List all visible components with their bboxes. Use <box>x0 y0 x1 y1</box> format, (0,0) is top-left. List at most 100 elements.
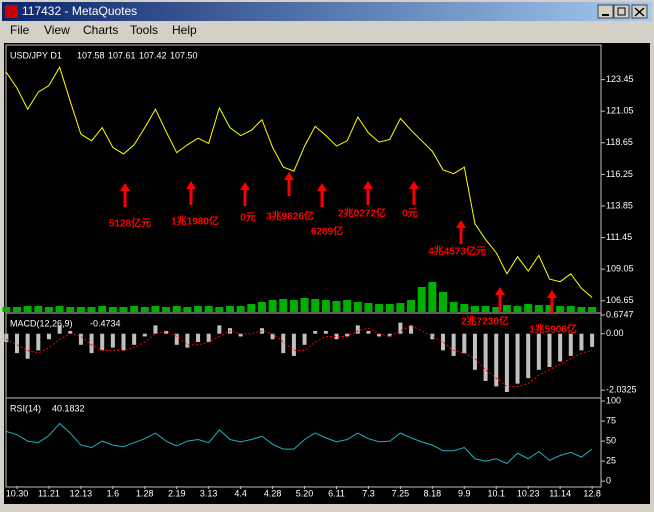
y-tick-label: 0 <box>606 476 611 486</box>
window-buttons[interactable] <box>597 4 648 19</box>
volume-bar <box>236 306 245 312</box>
ohlc-value: 107.58 <box>77 50 105 60</box>
menu-item[interactable]: Charts <box>83 23 118 37</box>
volume-bar <box>226 306 234 312</box>
menu-item[interactable]: File <box>10 23 30 37</box>
x-tick-label: 4.4 <box>234 488 247 498</box>
volume-bar <box>428 282 437 312</box>
histogram-bar <box>57 325 62 334</box>
histogram-bar <box>536 333 541 370</box>
histogram-bar <box>515 333 520 384</box>
x-tick-label: 8.18 <box>424 488 442 498</box>
annotation-label: 6289亿 <box>311 225 343 238</box>
histogram-bar <box>78 333 83 345</box>
ohlc-value: 107.42 <box>139 50 167 60</box>
volume-bar <box>449 302 458 312</box>
volume-bar <box>364 303 373 312</box>
histogram-bar <box>313 330 318 334</box>
rsi-value: 40.1832 <box>52 403 85 413</box>
volume-bar <box>247 304 256 312</box>
annotation-arrowhead <box>363 181 373 189</box>
histogram-bar <box>355 325 360 334</box>
panel-title: RSI(14) <box>10 403 41 413</box>
y-tick-label: 50 <box>606 435 616 445</box>
volume-bar <box>108 307 117 312</box>
menu-item[interactable]: Help <box>172 23 197 37</box>
volume-bar <box>162 307 171 312</box>
volume-bar <box>396 303 405 312</box>
histogram-bar <box>430 333 435 340</box>
annotation-label: 2兆7230亿 <box>461 315 509 328</box>
x-tick-label: 11.14 <box>549 488 571 498</box>
annotation-arrowhead <box>284 172 294 180</box>
histogram-bar <box>568 333 573 356</box>
histogram-bar <box>302 333 307 345</box>
histogram-bar <box>281 333 286 354</box>
x-tick-label: 7.25 <box>392 488 410 498</box>
volume-bar <box>502 305 511 312</box>
plot-frame <box>5 44 602 488</box>
volume-bar <box>311 299 320 312</box>
histogram-bar <box>323 330 328 334</box>
volume-bar <box>257 302 266 312</box>
histogram-bar <box>494 333 499 387</box>
volume-bar <box>385 304 394 312</box>
histogram-bar <box>89 333 94 354</box>
annotation-label: 3兆9826亿 <box>266 210 314 223</box>
histogram-bar <box>547 333 552 368</box>
volume-bar <box>524 304 533 312</box>
menu-item[interactable]: View <box>44 23 70 37</box>
volume-bar <box>183 307 192 312</box>
histogram-bar <box>504 333 509 393</box>
y-tick-label: 118.65 <box>606 137 633 147</box>
macd-value: -0.4734 <box>90 318 121 328</box>
annotation-arrowhead <box>240 182 250 190</box>
histogram-bar <box>334 333 339 340</box>
rsi-line <box>6 422 593 465</box>
x-tick-label: 10.1 <box>487 488 505 498</box>
x-tick-label: 7.3 <box>362 488 375 498</box>
annotation-arrowhead <box>456 220 466 228</box>
volume-bar <box>23 306 32 312</box>
annotation-arrowhead <box>547 290 557 298</box>
histogram-bar <box>46 333 51 340</box>
ohlc-value: 107.61 <box>108 50 136 60</box>
histogram-bar <box>15 333 19 354</box>
volume-bar <box>289 300 298 312</box>
volume-bar <box>332 301 341 312</box>
volume-bar <box>321 300 330 312</box>
y-tick-label: 0.00 <box>606 328 624 338</box>
volume-bar <box>577 307 586 312</box>
volume-bar <box>353 302 362 312</box>
histogram-bar <box>142 333 147 337</box>
y-tick-label: 25 <box>606 456 616 466</box>
app-icon <box>5 5 18 18</box>
volume-bar <box>130 306 139 312</box>
volume-bar <box>172 306 181 312</box>
histogram-bar <box>196 333 201 343</box>
annotation-label: 1兆1980亿 <box>171 215 219 228</box>
minimize-button[interactable] <box>597 4 614 19</box>
x-tick-label: 9.9 <box>458 488 471 498</box>
annotation-arrowhead <box>409 181 419 189</box>
price-line <box>5 65 593 298</box>
volume-bar <box>300 298 309 312</box>
histogram-bar <box>185 333 190 348</box>
histogram-bar <box>132 333 137 345</box>
histogram-bar <box>579 333 584 351</box>
maximize-button[interactable] <box>613 4 630 19</box>
annotation-label: 4兆4573亿元 <box>428 245 486 258</box>
annotation-label: 2兆0272亿 <box>338 207 386 220</box>
volume-bar <box>279 299 288 312</box>
x-tick-label: 11.21 <box>38 488 60 498</box>
histogram-bar <box>409 325 414 334</box>
x-tick-label: 10.30 <box>6 488 29 498</box>
menu-item[interactable]: Tools <box>130 23 158 37</box>
volume-bar <box>140 307 149 312</box>
volume-bar <box>13 307 21 312</box>
histogram-bar <box>36 333 41 351</box>
y-tick-label: 113.85 <box>606 200 633 210</box>
volume-bar <box>76 307 85 312</box>
volume-bar <box>460 304 469 312</box>
